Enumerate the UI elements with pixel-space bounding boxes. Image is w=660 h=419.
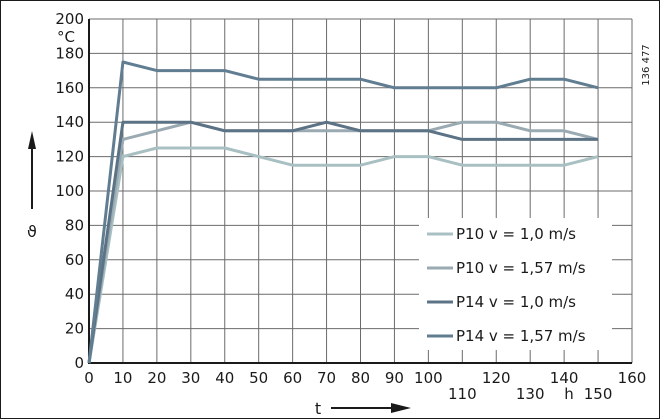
y-axis-label: ϑ: [27, 222, 37, 241]
x-tick-label: 70: [317, 369, 336, 387]
legend-background: [419, 218, 612, 350]
x-tick-label: 50: [249, 369, 268, 387]
y-tick-label: 140: [55, 113, 84, 131]
y-tick-label: 40: [65, 285, 84, 303]
x-tick-label: 100: [414, 369, 443, 387]
x-tick-label: 140: [550, 369, 579, 387]
x-tick-label: 150: [584, 385, 613, 403]
y-tick-label: 160: [55, 79, 84, 97]
legend-entry-label: P10 v = 1,0 m/s: [456, 225, 576, 243]
x-tick-label: 10: [113, 369, 132, 387]
x-unit-label: h: [564, 385, 574, 403]
x-tick-label: 90: [385, 369, 404, 387]
tick-labels: 0 10 20 30 40 50 60 70 80 90 100 110 120 130 140 150 160…: [55, 10, 646, 403]
x-tick-label: 160: [618, 369, 647, 387]
x-tick-label: 110: [448, 385, 477, 403]
x-tick-label: 60: [283, 369, 302, 387]
x-tick-label: 120: [482, 369, 511, 387]
legend-entry-label: P14 v = 1,0 m/s: [456, 293, 576, 311]
x-tick-label: 130: [516, 385, 545, 403]
y-tick-label: 60: [65, 251, 84, 269]
legend: P10 v = 1,0 m/s P10 v = 1,57 m/s P14 v = 1…: [419, 218, 612, 350]
drawing-code: 136 477: [641, 44, 652, 85]
y-tick-label: 200: [55, 10, 84, 28]
y-tick-label: 100: [55, 182, 84, 200]
series-line-1: [87, 146, 599, 364]
x-axis-label: t: [315, 399, 321, 418]
x-tick-label: 0: [84, 369, 94, 387]
legend-entry-label: P14 v = 1,57 m/s: [456, 327, 586, 345]
y-tick-label: 20: [65, 320, 84, 338]
x-tick-label: 30: [181, 369, 200, 387]
legend-entry-label: P10 v = 1,57 m/s: [456, 259, 586, 277]
x-tick-label: 40: [215, 369, 234, 387]
y-tick-label: 0: [74, 354, 84, 372]
series-line-3: [87, 120, 599, 364]
y-axis-title: ϑ: [27, 131, 37, 241]
series-lines: [87, 60, 599, 364]
x-tick-label: 80: [351, 369, 370, 387]
x-tick-label: 20: [147, 369, 166, 387]
y-tick-label: 80: [65, 216, 84, 234]
series-line-2: [87, 120, 599, 364]
series-line-4: [87, 60, 599, 364]
x-axis-title: t: [315, 399, 411, 418]
y-tick-label: 180: [55, 44, 84, 62]
y-tick-label: 120: [55, 148, 84, 166]
y-unit-label: °C: [57, 28, 75, 46]
